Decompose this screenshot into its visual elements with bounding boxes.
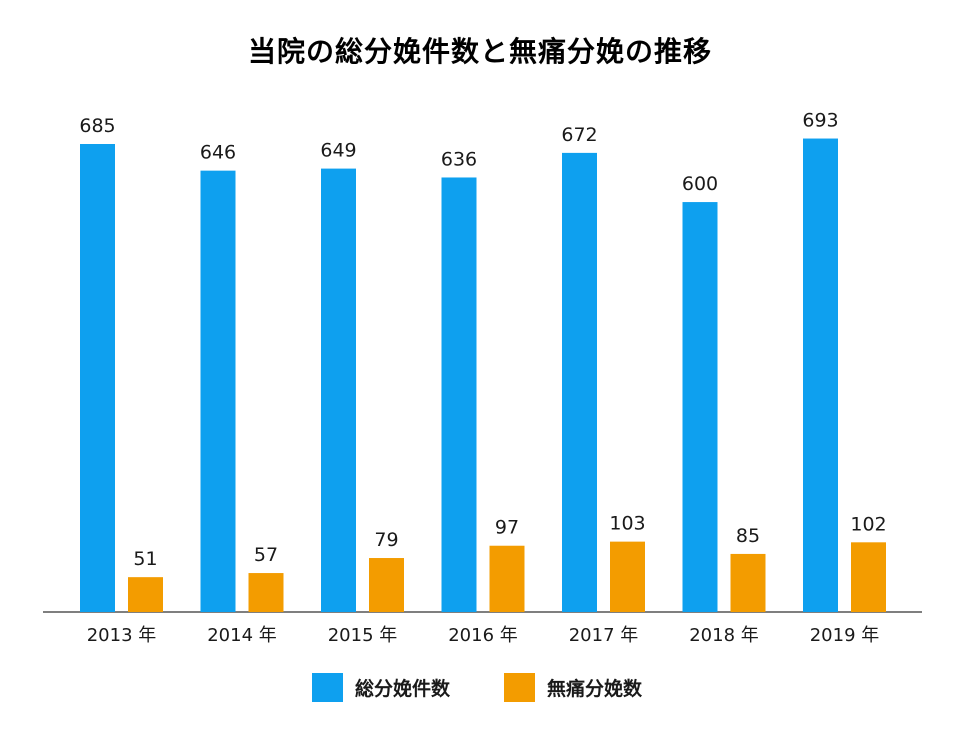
value-label-painless-1: 57 — [254, 544, 278, 566]
bar-total-3 — [441, 177, 477, 613]
x-tick-label-0: 2013 年 — [87, 625, 157, 646]
bar-total-6 — [803, 138, 838, 612]
chart-title: 当院の総分娩件数と無痛分娩の推移 — [247, 35, 712, 68]
bar-painless-5 — [730, 553, 766, 612]
bar-total-0 — [80, 144, 115, 612]
legend-swatch-0 — [312, 673, 343, 702]
value-label-total-0: 685 — [79, 115, 115, 137]
bar-total-1 — [200, 170, 236, 612]
bar-painless-6 — [851, 542, 886, 612]
legend-swatch-1 — [504, 673, 535, 702]
value-label-painless-4: 103 — [609, 513, 645, 535]
bar-painless-0 — [128, 577, 163, 612]
x-tick-label-2: 2015 年 — [328, 625, 398, 646]
x-tick-label-5: 2018 年 — [689, 625, 759, 646]
x-tick-label-1: 2014 年 — [207, 625, 277, 646]
bar-painless-2 — [369, 558, 404, 612]
value-label-painless-5: 85 — [736, 525, 760, 547]
bar-total-4 — [562, 152, 597, 612]
legend-label-0: 総分娩件数 — [355, 677, 451, 700]
x-tick-label-4: 2017 年 — [569, 625, 639, 646]
value-label-total-3: 636 — [441, 148, 477, 170]
legend-label-1: 無痛分娩数 — [547, 677, 643, 700]
value-label-painless-0: 51 — [133, 548, 157, 570]
bar-total-2 — [321, 168, 356, 612]
bar-total-5 — [682, 202, 718, 612]
value-label-painless-2: 79 — [374, 529, 398, 551]
value-label-painless-6: 102 — [850, 513, 886, 535]
value-label-total-6: 693 — [802, 110, 838, 132]
value-label-total-5: 600 — [682, 173, 718, 195]
x-tick-label-6: 2019 年 — [810, 625, 880, 646]
value-label-total-1: 646 — [200, 142, 236, 164]
value-label-painless-3: 97 — [495, 517, 519, 539]
bar-painless-4 — [610, 541, 645, 612]
x-tick-label-3: 2016 年 — [448, 625, 518, 646]
value-label-total-2: 649 — [320, 140, 356, 162]
bar-painless-3 — [489, 545, 525, 612]
bar-painless-1 — [248, 573, 284, 612]
value-label-total-4: 672 — [561, 124, 597, 146]
